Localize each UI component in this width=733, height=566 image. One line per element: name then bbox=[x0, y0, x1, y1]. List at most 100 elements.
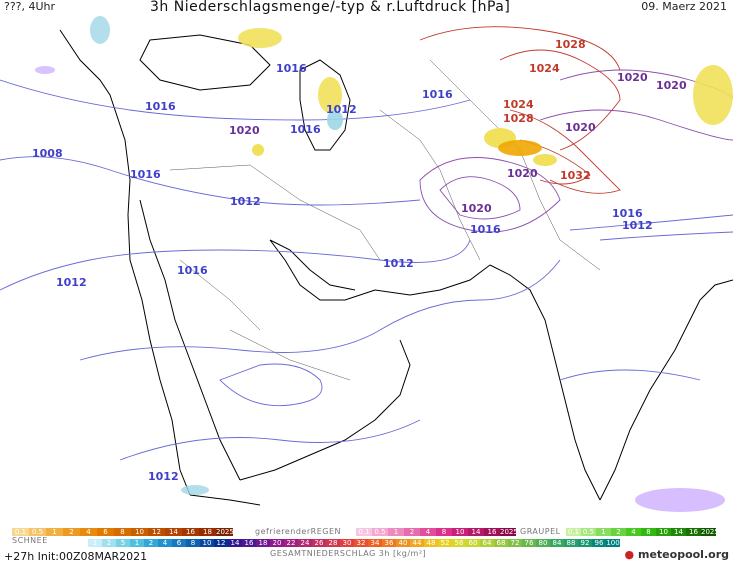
legend-swatch: 28 bbox=[326, 539, 340, 547]
legend-swatch: 0.5 bbox=[29, 528, 46, 536]
legend-swatch: 1 bbox=[46, 528, 63, 536]
legend-swatch: 6 bbox=[172, 539, 186, 547]
isobar-labels-low: 1008 1016 1016 1016 1016 1016 1016 1012 … bbox=[32, 62, 653, 483]
legend-swatch: 16 bbox=[242, 539, 256, 547]
legend-swatch: 24 bbox=[298, 539, 312, 547]
borders bbox=[169, 59, 601, 381]
isobar-label: 1012 bbox=[326, 103, 357, 116]
legend-swatch: 64 bbox=[480, 539, 494, 547]
legend-swatch: 4 bbox=[626, 528, 641, 536]
legend-swatch: 14 bbox=[228, 539, 242, 547]
legend-swatch: 0.1 bbox=[566, 528, 581, 536]
legend-swatch: 40 bbox=[396, 539, 410, 547]
legend-swatch: 8 bbox=[114, 528, 131, 536]
legend-swatch: 8 bbox=[641, 528, 656, 536]
legend-swatch: 14 bbox=[671, 528, 686, 536]
graupel-scale: 0.1 0.5 1 2 4 8 10 14 16 2025+ bbox=[566, 528, 725, 536]
isobar-label: 1012 bbox=[56, 276, 87, 289]
snow-label: SCHNEE bbox=[12, 536, 48, 545]
weather-map: 1008 1016 1016 1016 1016 1016 1016 1012 … bbox=[0, 16, 733, 512]
isobar-label: 1024 bbox=[529, 62, 560, 75]
legend-swatch: 2025+ bbox=[500, 528, 524, 536]
legend-swatch: 14 bbox=[165, 528, 182, 536]
legend-swatch: 92 bbox=[578, 539, 592, 547]
isobar-label: 1020 bbox=[656, 79, 687, 92]
legend-swatch: 14 bbox=[468, 528, 484, 536]
legend-swatch: 56 bbox=[452, 539, 466, 547]
legend-swatch: 2 bbox=[63, 528, 80, 536]
freezing-rain-label: gefrierenderREGEN bbox=[255, 527, 341, 536]
isobar-label: 1016 bbox=[276, 62, 307, 75]
legend-swatch: 80 bbox=[536, 539, 550, 547]
legend-swatch: 96 bbox=[592, 539, 606, 547]
legend-swatch: 20 bbox=[270, 539, 284, 547]
legend-swatch: 68 bbox=[494, 539, 508, 547]
legend-swatch: 1 bbox=[596, 528, 611, 536]
legend-swatch: 5 bbox=[116, 539, 130, 547]
isobar-label: 1024 bbox=[503, 98, 534, 111]
legend-swatch: 16 bbox=[484, 528, 500, 536]
legend-swatch: 2025+ bbox=[701, 528, 725, 536]
graupel-label: GRAUPEL bbox=[520, 527, 561, 536]
isobar-label: 1020 bbox=[617, 71, 648, 84]
legend-swatch: 30 bbox=[340, 539, 354, 547]
legend-swatch: 10 bbox=[452, 528, 468, 536]
isobar-label: 1016 bbox=[177, 264, 208, 277]
legend-swatch: 0.5 bbox=[581, 528, 596, 536]
legend-swatch: 12 bbox=[148, 528, 165, 536]
isobar-label: 1016 bbox=[422, 88, 453, 101]
isobar-label: 1028 bbox=[555, 38, 586, 51]
legend-swatch: 48 bbox=[424, 539, 438, 547]
legend-swatch: 72 bbox=[508, 539, 522, 547]
forecast-time-label: ???, 4Uhr bbox=[4, 0, 56, 13]
snow-scale: 0.1 0.5 1 2 4 6 8 10 12 14 16 18 2025+ bbox=[12, 528, 240, 536]
legend-swatch: 8 bbox=[186, 539, 200, 547]
legend-swatch: 12 bbox=[214, 539, 228, 547]
isobar-label: 1032 bbox=[560, 169, 591, 182]
legend-swatch: 100 bbox=[606, 539, 620, 547]
precipitation bbox=[35, 16, 733, 512]
isobar-labels-mid: 1020 1020 1020 1020 1020 1020 bbox=[229, 71, 687, 215]
isobar-label: 1012 bbox=[622, 219, 653, 232]
legend-swatch: 16 bbox=[182, 528, 199, 536]
isobar-label: 1012 bbox=[148, 470, 179, 483]
logo-text: meteopool.org bbox=[638, 548, 729, 561]
forecast-date: 09. Maerz 2021 bbox=[641, 0, 727, 13]
isobar-label: 1016 bbox=[612, 207, 643, 220]
legend-swatch: 2 bbox=[404, 528, 420, 536]
isobars-mid bbox=[419, 69, 733, 233]
legend-swatch: 22 bbox=[284, 539, 298, 547]
isobar-label: 1008 bbox=[32, 147, 63, 160]
legend-swatch: 26 bbox=[312, 539, 326, 547]
legend-swatch: 0.1 bbox=[12, 528, 29, 536]
legend-swatch: 2025+ bbox=[216, 528, 240, 536]
map-header: ???, 4Uhr 3h Niederschlagsmenge/-typ & r… bbox=[0, 0, 733, 15]
isobar-label: 1016 bbox=[145, 100, 176, 113]
legend-swatch: 1 bbox=[130, 539, 144, 547]
legend-swatch: 0.1 bbox=[356, 528, 372, 536]
isobar-label: 1028 bbox=[503, 112, 534, 125]
isobar-label: 1016 bbox=[130, 168, 161, 181]
legend-swatch: 36 bbox=[382, 539, 396, 547]
meteopool-logo: ● meteopool.org bbox=[624, 548, 729, 561]
isobar-label: 1020 bbox=[565, 121, 596, 134]
isobar-label: 1020 bbox=[229, 124, 260, 137]
legend-swatch: 34 bbox=[368, 539, 382, 547]
legend-swatch: 60 bbox=[466, 539, 480, 547]
legend-swatch: 18 bbox=[199, 528, 216, 536]
isobar-label: 1016 bbox=[290, 123, 321, 136]
legend-swatch: 6 bbox=[97, 528, 114, 536]
freezing-rain-scale: 0.1 0.5 1 2 4 8 10 14 16 2025+ bbox=[356, 528, 524, 536]
legend-swatch: 2 bbox=[611, 528, 626, 536]
isobar-label: 1020 bbox=[461, 202, 492, 215]
isobar-label: 1012 bbox=[383, 257, 414, 270]
legend-swatch: 1 bbox=[388, 528, 404, 536]
legend-swatch: 44 bbox=[410, 539, 424, 547]
legend-swatch: 4 bbox=[420, 528, 436, 536]
legend-swatch: 10 bbox=[131, 528, 148, 536]
total-precip-label: GESAMTNIEDERSCHLAG 3h [kg/m²] bbox=[270, 549, 427, 558]
legend-swatch: 1 bbox=[88, 539, 102, 547]
total-precip-scale: 1 2 5 1 2 4 6 8 10 12 14 16 18 20 22 24 26 28 30 32 34 36 40 44… bbox=[88, 539, 620, 547]
legend-swatch: 84 bbox=[550, 539, 564, 547]
isobar-label: 1016 bbox=[470, 223, 501, 236]
